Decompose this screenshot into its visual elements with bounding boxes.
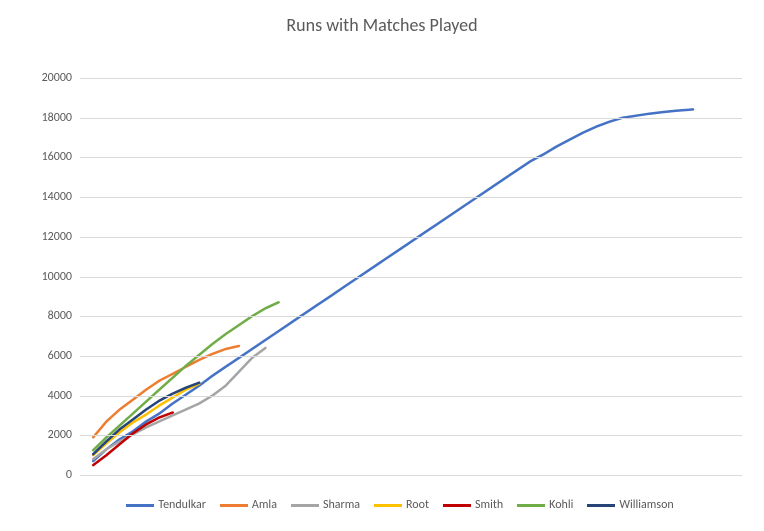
gridline <box>80 78 742 79</box>
gridline <box>80 435 742 436</box>
legend-item-smith: Smith <box>443 498 503 512</box>
chart-title: Runs with Matches Played <box>0 14 764 36</box>
y-tick-label: 16000 <box>42 150 80 164</box>
legend-swatch <box>587 504 615 507</box>
legend-label: Tendulkar <box>158 498 206 512</box>
gridline <box>80 475 742 476</box>
series-tendulkar <box>93 109 693 461</box>
y-tick-label: 6000 <box>48 349 80 363</box>
gridline <box>80 316 742 317</box>
legend-swatch <box>443 504 471 507</box>
y-tick-label: 14000 <box>42 190 80 204</box>
y-tick-label: 18000 <box>42 111 80 125</box>
y-tick-label: 0 <box>66 468 80 482</box>
chart-container: Runs with Matches Played 020004000600080… <box>0 0 764 531</box>
series-sharma <box>93 348 265 459</box>
gridline <box>80 396 742 397</box>
legend-item-sharma: Sharma <box>291 498 360 512</box>
legend-item-amla: Amla <box>220 498 277 512</box>
legend-item-tendulkar: Tendulkar <box>126 498 206 512</box>
legend-label: Williamson <box>619 498 673 512</box>
legend-swatch <box>374 504 402 507</box>
legend-item-kohli: Kohli <box>517 498 573 512</box>
legend-label: Kohli <box>549 498 573 512</box>
legend-label: Smith <box>475 498 503 512</box>
gridline <box>80 277 742 278</box>
legend-label: Amla <box>252 498 277 512</box>
plot-area: 0200040006000800010000120001400016000180… <box>80 78 742 475</box>
legend-item-williamson: Williamson <box>587 498 673 512</box>
gridline <box>80 118 742 119</box>
y-tick-label: 20000 <box>42 71 80 85</box>
gridline <box>80 197 742 198</box>
legend-item-root: Root <box>374 498 429 512</box>
y-tick-label: 8000 <box>48 309 80 323</box>
legend-label: Root <box>406 498 429 512</box>
y-tick-label: 4000 <box>48 389 80 403</box>
y-tick-label: 2000 <box>48 428 80 442</box>
legend-swatch <box>517 504 545 507</box>
legend-swatch <box>291 504 319 507</box>
legend-label: Sharma <box>323 498 360 512</box>
legend-swatch <box>220 504 248 507</box>
gridline <box>80 237 742 238</box>
gridline <box>80 157 742 158</box>
legend: Tendulkar Amla Sharma Root Smith Kohli William… <box>50 498 750 512</box>
y-tick-label: 12000 <box>42 230 80 244</box>
y-tick-label: 10000 <box>42 270 80 284</box>
legend-swatch <box>126 504 154 507</box>
gridline <box>80 356 742 357</box>
